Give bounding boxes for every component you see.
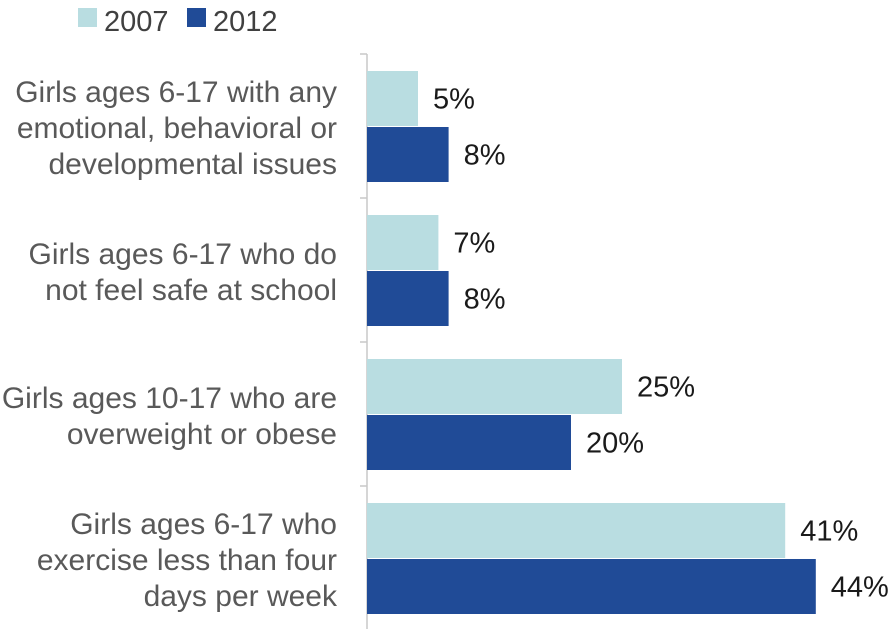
bar-2007 [367, 215, 439, 270]
legend: 2007 2012 [78, 6, 278, 38]
legend-swatch-2007 [78, 8, 97, 27]
value-label: 5% [433, 84, 475, 116]
bar-2007 [367, 359, 622, 414]
category-label: Girls ages 6-17 with any emotional, behav… [15, 76, 337, 181]
legend-label-2007: 2007 [104, 6, 169, 38]
bar-2012 [367, 127, 449, 182]
bar-2007 [367, 503, 786, 558]
legend-label-2012: 2012 [213, 6, 278, 38]
bars [367, 71, 816, 614]
value-label: 8% [464, 284, 506, 316]
value-label: 25% [637, 372, 695, 404]
value-label: 7% [453, 228, 495, 260]
category-label: Girls ages 10-17 who are overweight or ob… [2, 382, 337, 451]
bar-2012 [367, 415, 571, 470]
value-label: 44% [831, 572, 889, 604]
bar-2012 [367, 559, 816, 614]
value-label: 41% [800, 516, 858, 548]
bar-2007 [367, 71, 418, 126]
category-label: Girls ages 6-17 who exercise less than fo… [37, 508, 338, 613]
category-axis [360, 53, 368, 629]
value-label: 20% [586, 428, 644, 460]
value-labels: 5% 8% 7% 8% 25% 20% 41% 44% [433, 84, 889, 604]
value-label: 8% [464, 140, 506, 172]
category-labels: Girls ages 6-17 with any emotional, behav… [2, 76, 338, 613]
legend-swatch-2012 [187, 8, 206, 27]
category-label: Girls ages 6-17 who do not feel safe at s… [29, 238, 338, 307]
bar-2012 [367, 271, 449, 326]
